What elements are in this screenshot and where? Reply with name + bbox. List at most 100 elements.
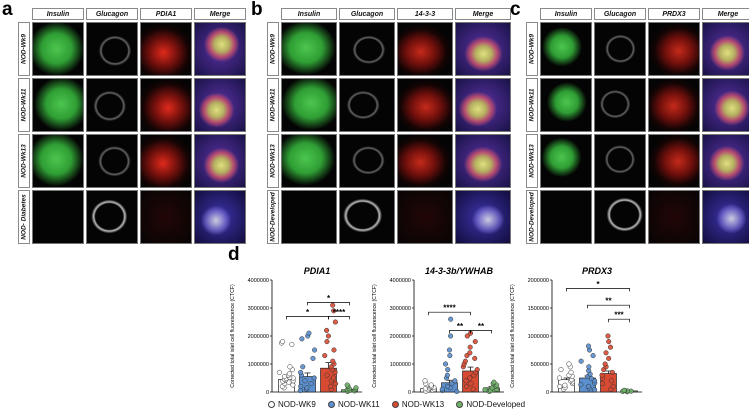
sig-label-1-1: **: [457, 322, 464, 331]
point-0-2-4: [330, 375, 336, 381]
panel-a-image-r3c0: [32, 190, 84, 244]
panel-b-image-r2c0: [281, 134, 337, 188]
y-tick-label-2-0: 0: [546, 390, 549, 396]
point-1-2-0: [470, 386, 476, 392]
panel-c-image-r1c1: [594, 78, 646, 132]
panel-b-row-label-3: NOD-Developed: [267, 190, 279, 244]
point-0-0-18: [289, 341, 295, 347]
panel-a-letter: a: [2, 0, 13, 20]
point-0-1-10: [310, 355, 316, 361]
panel-b-col-header-3: Merge: [455, 8, 511, 20]
panel-a-image-r0c2: [140, 22, 192, 76]
sig-label-0-0: *: [306, 308, 310, 317]
panel-b-image-r2c1: [339, 134, 395, 188]
point-0-0-14: [286, 371, 292, 377]
point-2-2-1: [610, 383, 616, 389]
panel-c-image-r1c0: [540, 78, 592, 132]
chart-legend: NOD-WK9 NOD-WK11 NOD-WK13 NOD-Developed: [268, 400, 535, 410]
sig-label-0-1: *: [327, 294, 331, 303]
panel-b-image-r3c1: [339, 190, 395, 244]
chart-ylabel-2: Corrected total islet cell fluorescence …: [510, 284, 516, 388]
point-2-2-6: [609, 369, 615, 375]
chart-14-3-3b: 14-3-3b/YWHAB Corrected total islet cell …: [372, 266, 504, 396]
point-2-1-14: [585, 343, 592, 349]
y-tick-label-0-3: 3000000: [248, 306, 269, 312]
panel-a-image-r2c2: [140, 134, 192, 188]
legend-label-wk11: NOD-WK11: [338, 400, 380, 409]
panel-a-image-r3c1: [86, 190, 138, 244]
panel-c-image-r3c3: [702, 190, 749, 244]
sig-label-2-1: **: [605, 297, 612, 306]
panel-a-image-r2c0: [32, 134, 84, 188]
point-2-0-2: [557, 383, 563, 389]
panel-b-image-r0c0: [281, 22, 337, 76]
point-1-1-0: [454, 388, 460, 394]
point-0-2-13: [324, 339, 330, 345]
point-0-3-6: [353, 385, 359, 391]
point-2-2-12: [607, 344, 614, 350]
point-0-1-14: [306, 330, 312, 336]
point-1-2-15: [472, 339, 478, 345]
panel-c-image-r3c1: [594, 190, 646, 244]
sig-label-1-0: ****: [443, 304, 456, 313]
panel-b-letter: b: [251, 0, 263, 20]
sig-bracket-2-0: [566, 288, 630, 292]
panel-a-col-header-2: PDIA1: [140, 8, 192, 20]
panel-b-col-header-1: Glucagon: [339, 8, 395, 20]
point-0-2-18: [330, 302, 336, 308]
panel-c-image-r1c3: [702, 78, 749, 132]
panel-a-col-header-1: Glucagon: [86, 8, 138, 20]
point-1-3-2: [482, 387, 488, 393]
panel-b-image-r3c0: [281, 190, 337, 244]
panel-b-image-r2c3: [455, 134, 511, 188]
panel-c-image-r0c0: [540, 22, 592, 76]
legend-item-wk11: NOD-WK11: [328, 400, 380, 409]
chart-pdia1: PDIA1 Corrected total islet cell fluoresc…: [230, 266, 362, 396]
panel-a-image-r2c3: [194, 134, 246, 188]
panel-a-col-header-3: Merge: [194, 8, 246, 20]
panel-c-image-r0c2: [648, 22, 700, 76]
panel-d-letter: d: [228, 244, 240, 265]
panel-b-image-r3c2: [397, 190, 453, 244]
panel-c-col-header-3: Merge: [702, 8, 749, 20]
point-1-1-8: [444, 372, 450, 378]
panel-b-image-r0c1: [339, 22, 395, 76]
point-1-2-10: [462, 358, 468, 364]
legend-item-developed: NOD-Developed: [456, 400, 525, 409]
point-2-2-3: [608, 378, 614, 384]
y-tick-label-2-1: 500000: [531, 362, 549, 368]
y-tick-label-1-4: 4000000: [390, 278, 411, 284]
point-2-0-11: [568, 369, 574, 375]
panel-a-image-r3c3: [194, 190, 246, 244]
legend-swatch-wk11: [328, 401, 336, 408]
point-2-2-10: [606, 355, 612, 361]
y-tick-label-1-3: 3000000: [390, 306, 411, 312]
y-tick-label-0-1: 1000000: [248, 362, 269, 368]
panel-c-row-label-2: NOD-Wk13: [526, 134, 538, 188]
panel-c-image-r3c0: [540, 190, 592, 244]
point-1-2-1: [463, 383, 470, 389]
point-2-0-8: [556, 375, 563, 381]
panel-c-image-r2c0: [540, 134, 592, 188]
chart-ylabel-0: Corrected total islet cell fluorescence …: [230, 284, 236, 388]
panel-c-image-r0c1: [594, 22, 646, 76]
point-2-1-3: [578, 382, 584, 388]
sig-label-2-0: *: [596, 280, 600, 289]
panel-a-row-label-2: NOD-Wk13: [18, 134, 30, 188]
sig-label-0-2: ****: [333, 308, 346, 317]
point-2-2-14: [605, 333, 611, 339]
sig-label-1-2: **: [478, 322, 485, 331]
point-1-2-4: [467, 375, 473, 381]
point-1-0-11: [422, 378, 428, 384]
panel-a-image-r0c3: [194, 22, 246, 76]
panel-a-image-r3c2: [140, 190, 192, 244]
panel-b-row-label-0: NOD-Wk9: [267, 22, 279, 76]
y-tick-label-0-4: 4000000: [248, 278, 269, 284]
y-tick-label-0-2: 2000000: [248, 334, 269, 340]
panel-c-row-label-3: NOD-Developed: [526, 190, 538, 244]
panel-b-image-r0c3: [455, 22, 511, 76]
panel-c-letter: c: [510, 0, 521, 20]
legend-label-developed: NOD-Developed: [466, 400, 526, 409]
point-2-0-12: [558, 367, 564, 373]
panel-a-image-r2c1: [86, 134, 138, 188]
